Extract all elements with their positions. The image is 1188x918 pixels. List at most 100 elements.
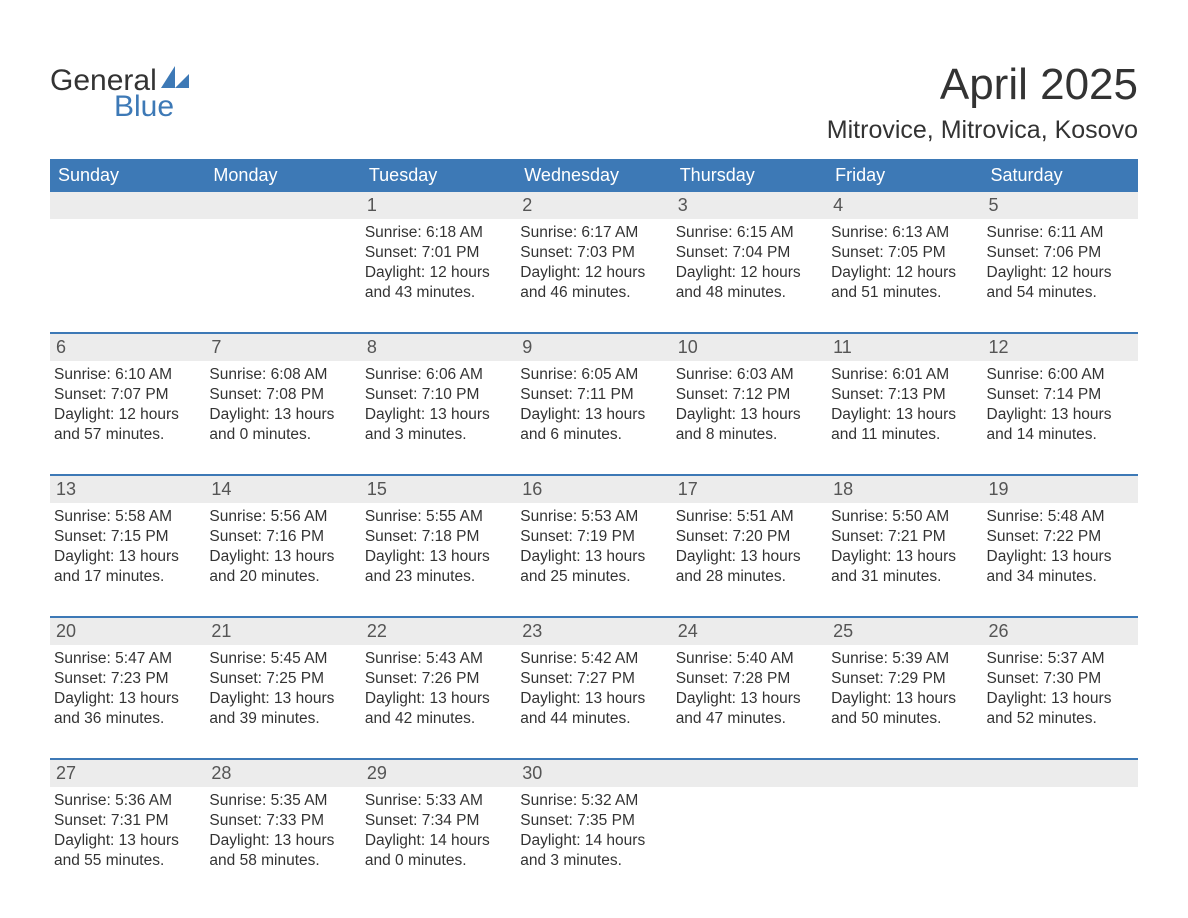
daylight-line-2: and 47 minutes. [676, 709, 821, 729]
daylight-line-1: Daylight: 13 hours [209, 689, 354, 709]
location: Mitrovice, Mitrovica, Kosovo [827, 116, 1138, 145]
header-row: General Blue April 2025 Mitrovice, Mitro… [50, 60, 1138, 145]
dayname-friday: Friday [827, 159, 982, 192]
day-detail: Sunrise: 5:32 AMSunset: 7:35 PMDaylight:… [516, 787, 671, 872]
sunrise-line: Sunrise: 5:40 AM [676, 649, 821, 669]
day-number: 8 [361, 334, 516, 361]
calendar-cell: 30Sunrise: 5:32 AMSunset: 7:35 PMDayligh… [516, 760, 671, 878]
day-number: 26 [983, 618, 1138, 645]
day-detail: Sunrise: 5:50 AMSunset: 7:21 PMDaylight:… [827, 503, 982, 588]
calendar-cell: 19Sunrise: 5:48 AMSunset: 7:22 PMDayligh… [983, 476, 1138, 594]
daylight-line-1: Daylight: 13 hours [365, 547, 510, 567]
day-detail: Sunrise: 5:55 AMSunset: 7:18 PMDaylight:… [361, 503, 516, 588]
daylight-line-2: and 0 minutes. [365, 851, 510, 871]
sunset-line: Sunset: 7:13 PM [831, 385, 976, 405]
calendar-cell: 21Sunrise: 5:45 AMSunset: 7:25 PMDayligh… [205, 618, 360, 736]
month-title: April 2025 [827, 60, 1138, 110]
day-detail: Sunrise: 6:01 AMSunset: 7:13 PMDaylight:… [827, 361, 982, 446]
sunset-line: Sunset: 7:22 PM [987, 527, 1132, 547]
calendar-cell: 7Sunrise: 6:08 AMSunset: 7:08 PMDaylight… [205, 334, 360, 452]
sunrise-line: Sunrise: 5:50 AM [831, 507, 976, 527]
sunset-line: Sunset: 7:19 PM [520, 527, 665, 547]
calendar-cell: 23Sunrise: 5:42 AMSunset: 7:27 PMDayligh… [516, 618, 671, 736]
daylight-line-1: Daylight: 13 hours [365, 405, 510, 425]
sunset-line: Sunset: 7:31 PM [54, 811, 199, 831]
daylight-line-1: Daylight: 14 hours [365, 831, 510, 851]
daylight-line-1: Daylight: 13 hours [54, 831, 199, 851]
sunset-line: Sunset: 7:08 PM [209, 385, 354, 405]
sunrise-line: Sunrise: 6:10 AM [54, 365, 199, 385]
sunset-line: Sunset: 7:12 PM [676, 385, 821, 405]
sunrise-line: Sunrise: 5:51 AM [676, 507, 821, 527]
daylight-line-1: Daylight: 13 hours [365, 689, 510, 709]
day-detail: Sunrise: 6:05 AMSunset: 7:11 PMDaylight:… [516, 361, 671, 446]
day-detail: Sunrise: 5:47 AMSunset: 7:23 PMDaylight:… [50, 645, 205, 730]
day-number: 1 [361, 192, 516, 219]
sunrise-line: Sunrise: 5:32 AM [520, 791, 665, 811]
sunrise-line: Sunrise: 5:48 AM [987, 507, 1132, 527]
calendar-cell: 27Sunrise: 5:36 AMSunset: 7:31 PMDayligh… [50, 760, 205, 878]
daylight-line-1: Daylight: 13 hours [209, 831, 354, 851]
day-detail: Sunrise: 5:51 AMSunset: 7:20 PMDaylight:… [672, 503, 827, 588]
day-number: 23 [516, 618, 671, 645]
dayname-wednesday: Wednesday [516, 159, 671, 192]
day-detail: Sunrise: 6:13 AMSunset: 7:05 PMDaylight:… [827, 219, 982, 304]
day-detail: Sunrise: 6:06 AMSunset: 7:10 PMDaylight:… [361, 361, 516, 446]
daylight-line-2: and 50 minutes. [831, 709, 976, 729]
sunrise-line: Sunrise: 6:17 AM [520, 223, 665, 243]
daylight-line-2: and 20 minutes. [209, 567, 354, 587]
calendar-cell: 18Sunrise: 5:50 AMSunset: 7:21 PMDayligh… [827, 476, 982, 594]
calendar-cell: 24Sunrise: 5:40 AMSunset: 7:28 PMDayligh… [672, 618, 827, 736]
calendar-cell: 15Sunrise: 5:55 AMSunset: 7:18 PMDayligh… [361, 476, 516, 594]
daylight-line-2: and 42 minutes. [365, 709, 510, 729]
day-detail: Sunrise: 6:10 AMSunset: 7:07 PMDaylight:… [50, 361, 205, 446]
sunset-line: Sunset: 7:15 PM [54, 527, 199, 547]
daylight-line-2: and 8 minutes. [676, 425, 821, 445]
sunrise-line: Sunrise: 6:05 AM [520, 365, 665, 385]
sunset-line: Sunset: 7:21 PM [831, 527, 976, 547]
day-number: 20 [50, 618, 205, 645]
logo: General Blue [50, 60, 189, 122]
calendar-cell: 26Sunrise: 5:37 AMSunset: 7:30 PMDayligh… [983, 618, 1138, 736]
day-number: 17 [672, 476, 827, 503]
sunrise-line: Sunrise: 6:13 AM [831, 223, 976, 243]
sunset-line: Sunset: 7:28 PM [676, 669, 821, 689]
sunrise-line: Sunrise: 6:01 AM [831, 365, 976, 385]
calendar-cell: 1Sunrise: 6:18 AMSunset: 7:01 PMDaylight… [361, 192, 516, 310]
sunset-line: Sunset: 7:07 PM [54, 385, 199, 405]
day-number: 2 [516, 192, 671, 219]
daylight-line-1: Daylight: 13 hours [831, 547, 976, 567]
title-block: April 2025 Mitrovice, Mitrovica, Kosovo [827, 60, 1138, 145]
daylight-line-1: Daylight: 12 hours [54, 405, 199, 425]
sunrise-line: Sunrise: 5:35 AM [209, 791, 354, 811]
sunset-line: Sunset: 7:35 PM [520, 811, 665, 831]
day-number [50, 192, 205, 219]
daylight-line-2: and 51 minutes. [831, 283, 976, 303]
sunset-line: Sunset: 7:16 PM [209, 527, 354, 547]
daylight-line-2: and 34 minutes. [987, 567, 1132, 587]
calendar-cell: 12Sunrise: 6:00 AMSunset: 7:14 PMDayligh… [983, 334, 1138, 452]
sunrise-line: Sunrise: 5:39 AM [831, 649, 976, 669]
day-number: 27 [50, 760, 205, 787]
sunset-line: Sunset: 7:33 PM [209, 811, 354, 831]
day-number: 3 [672, 192, 827, 219]
sunset-line: Sunset: 7:03 PM [520, 243, 665, 263]
calendar-cell: 8Sunrise: 6:06 AMSunset: 7:10 PMDaylight… [361, 334, 516, 452]
calendar-cell [672, 760, 827, 878]
daylight-line-1: Daylight: 13 hours [987, 689, 1132, 709]
dayname-header: SundayMondayTuesdayWednesdayThursdayFrid… [50, 159, 1138, 192]
daylight-line-2: and 48 minutes. [676, 283, 821, 303]
sunrise-line: Sunrise: 5:56 AM [209, 507, 354, 527]
week-row: 13Sunrise: 5:58 AMSunset: 7:15 PMDayligh… [50, 474, 1138, 594]
day-number: 14 [205, 476, 360, 503]
daylight-line-1: Daylight: 13 hours [676, 547, 821, 567]
sunset-line: Sunset: 7:06 PM [987, 243, 1132, 263]
sunrise-line: Sunrise: 6:18 AM [365, 223, 510, 243]
day-number: 25 [827, 618, 982, 645]
day-detail: Sunrise: 6:15 AMSunset: 7:04 PMDaylight:… [672, 219, 827, 304]
logo-word-2: Blue [50, 92, 189, 122]
week-row: 27Sunrise: 5:36 AMSunset: 7:31 PMDayligh… [50, 758, 1138, 878]
sunset-line: Sunset: 7:04 PM [676, 243, 821, 263]
dayname-monday: Monday [205, 159, 360, 192]
sunrise-line: Sunrise: 6:06 AM [365, 365, 510, 385]
